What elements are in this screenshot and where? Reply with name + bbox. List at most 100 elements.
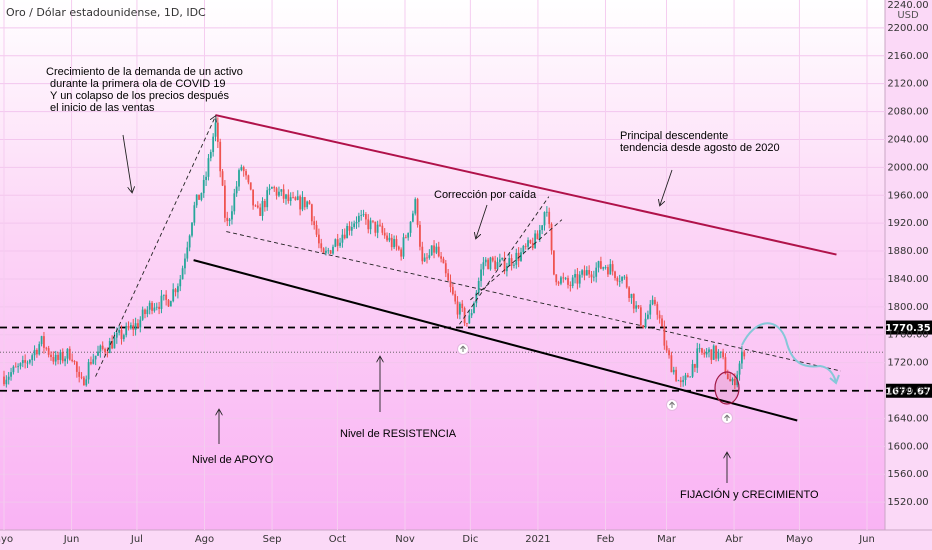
candle-body [637,305,640,308]
candle-body [520,252,522,261]
candle-body [38,344,41,355]
annotation-support-line: Nivel de APOYO [192,454,274,466]
candle-body [146,309,149,315]
time-tick-label: ayo [0,534,13,545]
candle-body [583,270,586,276]
candle-body [668,350,670,356]
candle-body [513,264,515,266]
candle-body [386,235,388,241]
candle-body [477,280,480,293]
candle-body [656,304,659,315]
price-tick-label: 2240.00 [887,0,928,11]
annotation-arrow-trend [660,169,673,205]
candle-body [614,271,616,279]
candle-body [282,189,285,199]
candle-body [642,325,645,328]
level-badge [886,320,932,335]
candle-body [111,340,113,349]
candle-body [329,250,332,254]
candle-body [691,364,694,377]
candle-body [75,361,78,372]
candle-body [24,360,27,363]
price-axis[interactable]: 1520.00 1560.00 1600.00 1640.00 1680.00 1720.… [887,0,928,508]
candle-body [193,205,196,223]
candle-body [357,215,360,222]
candle-body [454,294,457,302]
candle-body [456,301,459,315]
candle-body [654,299,656,305]
candle-body [280,189,283,192]
candle-body [5,379,8,385]
candle-body [47,348,50,355]
candle-body [501,257,504,260]
candle-body [167,299,170,307]
up-arrow-glyph [724,414,730,421]
candle-body [336,239,339,246]
candle-body [212,136,215,153]
candle-body [303,197,306,208]
currency-label: USD [897,10,919,21]
candle-body [113,337,116,349]
candle-body [78,371,81,377]
candle-body [442,258,445,264]
candle-body [83,377,85,386]
candle-body [245,171,247,176]
candle-body [318,234,320,244]
candle-body [43,336,45,348]
fixation-highlight-circle [714,371,740,405]
price-axis-background [885,0,932,550]
candle-body [419,224,421,247]
candle-body [510,258,513,266]
annotation-main-trend-line: tendencia desde agosto de 2020 [620,142,780,154]
candle-body [694,364,696,368]
candle-body [430,245,433,256]
time-tick-label: Dic [462,534,478,545]
candle-body [724,357,727,374]
candle-body [17,366,19,368]
candle-body [160,295,163,309]
candle-body [658,314,661,319]
candle-body [611,264,614,272]
candle-body [381,225,384,233]
candle-body [195,194,198,206]
time-tick-label: Mayo [786,534,813,545]
candle-body [428,255,431,258]
candle-body [414,199,417,214]
candle-body [151,302,153,311]
candle-body [421,246,424,262]
candle-body [263,200,266,208]
candle-body [68,348,71,360]
level-label: 1679.67 [885,386,931,397]
candle-body [115,332,118,338]
candle-body [125,325,128,336]
candle-body [395,239,398,247]
candle-body [200,193,203,200]
candle-body [585,270,588,276]
candle-body [541,225,544,231]
time-axis[interactable]: ayo Jun Jul Ago Sep Oct Nov Dic 2021 Feb Mar Abr May… [0,534,875,545]
candle-body [256,205,259,208]
candle-body [383,232,386,236]
candle-body [531,242,534,249]
candle-body [647,314,649,319]
time-tick-label: 2021 [525,534,550,545]
candle-body [562,277,565,279]
candle-body [407,232,410,238]
candle-body [618,280,621,282]
candle-body [409,221,412,233]
candle-body [524,245,527,247]
correction-channel-upper [459,196,550,325]
candle-body [703,352,706,355]
candle-body [313,221,316,226]
candle-body [90,362,92,364]
candle-body [346,225,348,239]
candle-body [343,234,346,239]
candle-body [470,313,473,316]
candle-body [219,141,222,172]
candle-body [186,247,189,259]
candle-body [308,201,311,205]
candle-body [367,219,370,230]
candle-body [435,246,438,253]
candle-body [40,336,43,345]
